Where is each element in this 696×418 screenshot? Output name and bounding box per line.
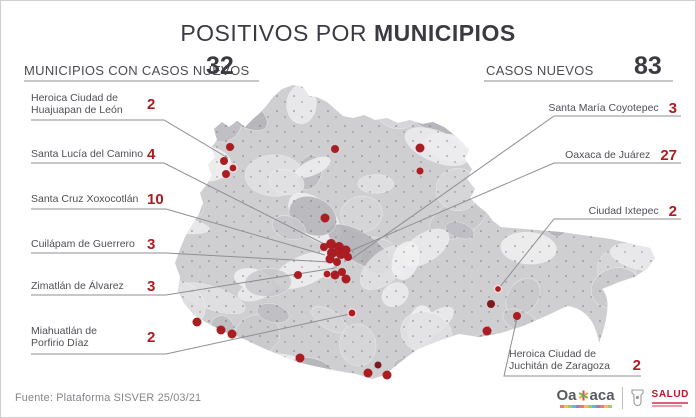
label-line: Ciudad Ixtepec (588, 204, 659, 217)
case-count: 2 (668, 203, 677, 220)
map-label-cuilapam: Cuilápam de Guerrero 3 (31, 237, 167, 252)
case-dot (320, 213, 330, 223)
oaxaca-tagline-strip (559, 405, 612, 408)
stat-left-label: MUNICIPIOS CON CASOS NUEVOS (24, 63, 250, 78)
case-dot (415, 143, 425, 153)
case-dot (325, 254, 335, 264)
oaxaca-wordmark-right: aca (589, 387, 615, 405)
case-dot (344, 253, 352, 261)
map-label-santa-lucia: Santa Lucía del Camino 4 (31, 147, 167, 162)
case-count: 2 (632, 356, 641, 374)
case-dot (416, 167, 424, 175)
page-title: POSITIVOS POR MUNICIPIOS (1, 20, 695, 47)
case-count: 3 (668, 100, 677, 117)
oaxaca-star-icon (578, 390, 588, 401)
map-label-miahuatlan: Miahuatlán de Porfirio Díaz 2 (31, 325, 167, 350)
label-line: Cuilápam de Guerrero (31, 237, 135, 250)
logo-divider (621, 387, 623, 409)
case-dot (320, 243, 328, 251)
case-dots (192, 143, 521, 380)
stat-right-value: 83 (634, 52, 662, 80)
case-count: 3 (147, 236, 156, 253)
label-line: Heroica Ciudad de (31, 92, 118, 104)
label-line: Santa Lucía del Camino (31, 147, 144, 160)
case-dot (330, 270, 340, 280)
case-dot (374, 361, 382, 369)
case-count: 4 (147, 146, 156, 163)
case-count: 27 (660, 147, 677, 164)
case-count: 10 (147, 191, 164, 208)
municipality-seats-speckles (175, 85, 655, 379)
case-dot (228, 163, 238, 173)
case-dot (220, 157, 228, 165)
case-dot (382, 370, 392, 380)
case-dot (226, 143, 234, 151)
coat-of-arms-icon (630, 389, 644, 407)
case-dot (216, 325, 226, 335)
salud-wordmark: SALUD (651, 388, 689, 400)
case-dot (295, 353, 305, 363)
label-line: Santa Cruz Xoxocotlán (31, 192, 139, 205)
salud-logo: SALUD (651, 388, 689, 407)
case-dot (347, 308, 357, 318)
case-dot (341, 274, 351, 284)
map-label-oaxaca-de-juarez: Oaxaca de Juárez 27 (481, 148, 677, 163)
salud-subtext-strip (651, 401, 688, 404)
case-count: 2 (147, 96, 156, 114)
label-line: Miahuatlán de (31, 325, 97, 337)
title-prefix: POSITIVOS POR (180, 20, 374, 46)
case-dot (222, 170, 230, 178)
source-note: Fuente: Plataforma SISVER 25/03/21 (15, 392, 202, 404)
title-emphasis: MUNICIPIOS (373, 20, 516, 46)
leader-lines (24, 80, 681, 377)
map-label-juchitan: Heroica Ciudad de Juchitán de Zaragoza 2 (509, 348, 641, 374)
case-dot (363, 368, 373, 378)
oaxaca-wordmark-left: Oa (556, 387, 577, 405)
stat-left-value: 32 (206, 52, 234, 80)
salud-subtext-strip2 (651, 405, 682, 407)
case-dot (487, 300, 495, 308)
label-line: Zimatlán de Álvarez (31, 279, 124, 292)
label-line: Porfirio Díaz (31, 336, 89, 349)
map-label-zimatlan: Zimatlán de Álvarez 3 (31, 279, 167, 294)
label-line: Oaxaca de Juárez (565, 148, 651, 161)
map-label-xoxocotlan: Santa Cruz Xoxocotlán 10 (31, 192, 167, 207)
case-dot (513, 312, 521, 320)
case-dot (331, 145, 339, 153)
label-line: Huajuapan de León (31, 103, 123, 116)
map-label-huajuapan: Heroica Ciudad de Huajuapan de León 2 (31, 92, 167, 117)
logo-strip: Oa aca SALUD (557, 382, 690, 414)
case-dot (326, 239, 336, 249)
case-dot (338, 268, 346, 276)
case-dot (192, 317, 202, 327)
case-count: 3 (147, 278, 156, 295)
label-line: Santa María Coyotepec (548, 101, 659, 114)
case-dot (482, 326, 492, 336)
case-dot (322, 269, 332, 279)
map-label-ixtepec: Ciudad Ixtepec 2 (481, 204, 677, 219)
label-line: Heroica Ciudad de (509, 348, 596, 360)
oaxaca-logo: Oa aca (557, 388, 615, 408)
label-line: Juchitán de Zaragoza (509, 359, 610, 372)
case-dot (227, 329, 237, 339)
case-dot (333, 258, 341, 266)
stat-right-label: CASOS NUEVOS (486, 63, 594, 78)
map-label-coyotepec: Santa María Coyotepec 3 (481, 101, 677, 116)
case-count: 2 (147, 329, 156, 347)
case-dot (493, 284, 503, 294)
case-dot (336, 249, 346, 259)
case-dot (294, 271, 302, 279)
